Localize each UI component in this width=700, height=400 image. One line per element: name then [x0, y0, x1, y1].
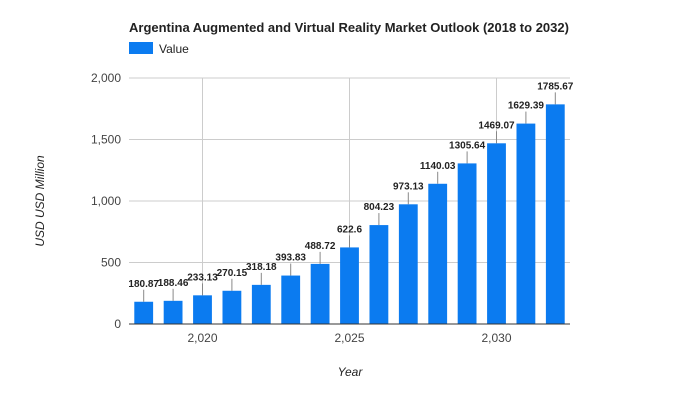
data-label: 1629.39 [508, 101, 545, 112]
bar [545, 104, 565, 325]
bar [310, 263, 330, 324]
data-label: 1140.03 [420, 161, 456, 172]
data-label: 1469.07 [478, 120, 515, 131]
y-tick-label: 500 [101, 256, 121, 270]
data-label: 1305.64 [449, 140, 486, 151]
bar [222, 290, 242, 324]
x-tick-label: 2,030 [481, 331, 511, 345]
bar [516, 123, 536, 325]
bar [369, 225, 389, 324]
x-axis-title: Year [338, 365, 364, 379]
y-tick-label: 1,500 [91, 133, 121, 147]
x-tick-label: 2,025 [334, 331, 364, 345]
data-label: 622.6 [337, 224, 362, 235]
chart-title: Argentina Augmented and Virtual Reality … [129, 20, 569, 35]
data-label: 188.46 [158, 278, 189, 289]
x-axis-ticks: 2,020 2,025 2,030 [187, 331, 511, 345]
bar [281, 275, 301, 324]
bar [428, 183, 448, 324]
y-tick-label: 1,000 [91, 194, 121, 208]
data-label: 488.72 [305, 241, 336, 252]
data-label: 180.87 [128, 279, 159, 290]
data-label: 804.23 [364, 202, 395, 213]
bar [251, 284, 271, 324]
data-label: 1785.67 [537, 81, 574, 92]
data-label: 973.13 [393, 181, 424, 192]
data-label: 393.83 [275, 253, 306, 264]
bar [457, 163, 477, 324]
data-label: 233.13 [187, 272, 218, 283]
bar [340, 247, 359, 324]
y-tick-label: 0 [114, 317, 121, 331]
bar [134, 301, 154, 324]
bar [487, 143, 506, 324]
y-tick-label: 2,000 [91, 71, 121, 85]
data-labels: 180.87188.46233.13270.15318.18393.83488.… [128, 81, 574, 302]
legend-swatch [129, 42, 153, 54]
y-axis-title: USD USD Million [33, 155, 47, 247]
data-label: 270.15 [217, 268, 248, 279]
legend-label: Value [159, 42, 189, 56]
data-label: 318.18 [246, 262, 277, 273]
bar [163, 300, 183, 324]
bar [398, 204, 418, 324]
bar [193, 295, 212, 324]
bars [134, 104, 565, 325]
x-tick-label: 2,020 [187, 331, 217, 345]
legend: Value [129, 42, 189, 56]
y-axis-ticks: 0 500 1,000 1,500 2,000 [91, 71, 121, 331]
